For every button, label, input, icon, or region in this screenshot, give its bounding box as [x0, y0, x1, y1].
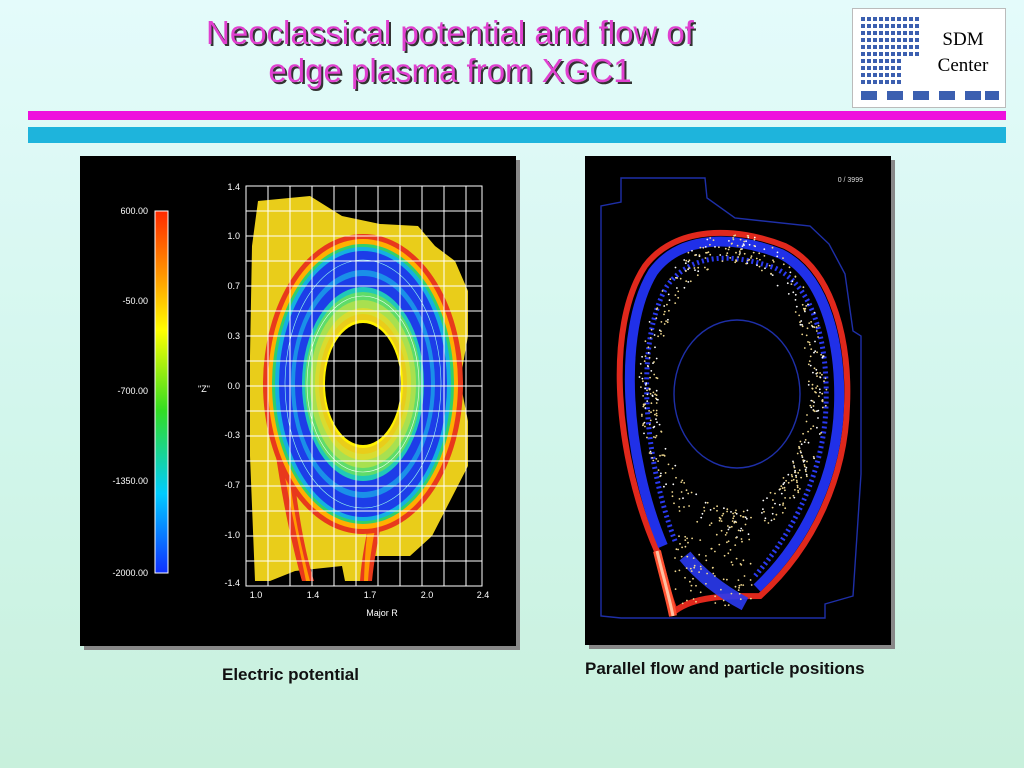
parallel-flow-figure: 0 / 3999 [585, 156, 891, 645]
title-line-2: edge plasma from XGC1 [268, 52, 632, 89]
colorbar-tick: -50.00 [122, 296, 148, 306]
electric-potential-figure: 600.00 -50.00 -700.00 -1350.00 -2000.00 … [80, 156, 516, 646]
colorbar-tick: -700.00 [117, 386, 148, 396]
y-tick: 0.0 [227, 381, 240, 391]
electric-potential-plot: 600.00 -50.00 -700.00 -1350.00 -2000.00 … [112, 182, 490, 618]
left-caption: Electric potential [222, 665, 359, 684]
y-tick: -1.4 [224, 578, 240, 588]
y-tick: 0.3 [227, 331, 240, 341]
y-tick: 1.4 [227, 182, 240, 192]
parallel-flow-plot: 0 / 3999 [600, 177, 863, 619]
magenta-divider [28, 111, 1006, 120]
y-tick: -1.0 [224, 530, 240, 540]
x-tick: 2.4 [477, 590, 490, 600]
logo-grid-icon [861, 17, 999, 100]
cyan-divider [28, 127, 1006, 143]
sdm-center-logo: SDM Center [852, 8, 1006, 108]
y-tick: -0.3 [224, 430, 240, 440]
colorbar-tick: 600.00 [120, 206, 148, 216]
y-tick: -0.7 [224, 480, 240, 490]
colorbar-tick: -1350.00 [112, 476, 148, 486]
vessel-wall [600, 177, 862, 619]
potential-contours [250, 196, 468, 581]
frame-counter: 0 / 3999 [838, 177, 863, 184]
colorbar-tick: -2000.00 [112, 568, 148, 578]
logo-line-2: Center [937, 55, 989, 76]
y-tick: 1.0 [227, 231, 240, 241]
logo-line-1: SDM [942, 29, 984, 50]
x-tick: 1.4 [307, 590, 320, 600]
x-tick: 1.0 [250, 590, 263, 600]
y-axis-label: "Z" [198, 384, 210, 394]
right-caption: Parallel flow and particle positions [585, 659, 865, 678]
title-line-1: Neoclassical potential and flow of [206, 14, 694, 51]
inner-flux-surface [673, 319, 801, 469]
x-tick: 1.7 [364, 590, 377, 600]
colorbar [154, 210, 169, 574]
logo-text: SDM Center [925, 27, 1001, 79]
y-tick: 0.7 [227, 281, 240, 291]
plot-grid [245, 185, 483, 587]
slide-title: Neoclassical potential and flow of edge … [90, 14, 810, 90]
flow-ring [616, 229, 851, 617]
x-tick: 2.0 [421, 590, 434, 600]
x-axis-label: Major R [366, 608, 398, 618]
particle-positions [638, 234, 828, 607]
